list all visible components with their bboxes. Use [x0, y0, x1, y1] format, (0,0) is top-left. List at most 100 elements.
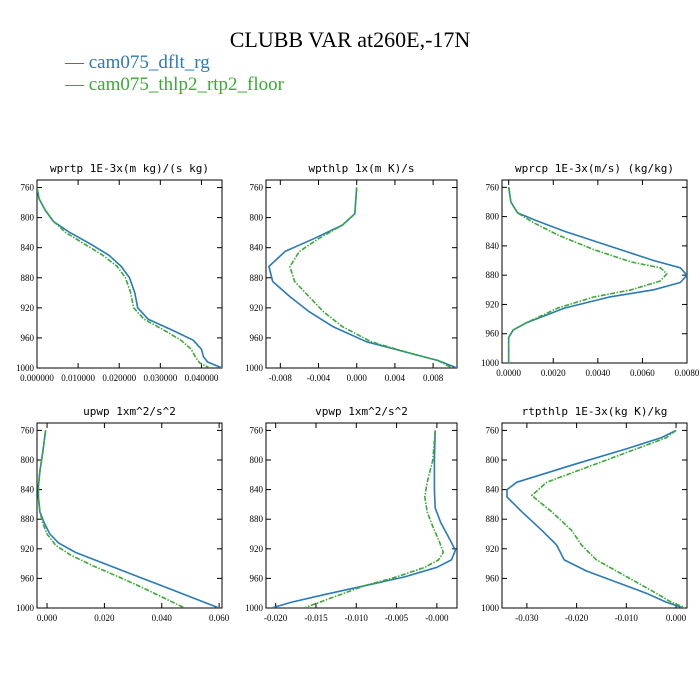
y-tick-label: 840: [250, 243, 264, 253]
y-tick-label: 880: [486, 514, 500, 524]
series-line-1: [506, 429, 684, 608]
y-tick-label: 840: [250, 485, 264, 495]
y-tick-label: 920: [250, 303, 264, 313]
y-tick-label: 760: [250, 425, 264, 435]
figure-title: CLUBB VAR at260E,-17N: [230, 27, 471, 52]
y-tick-label: 920: [250, 544, 264, 554]
y-tick-label: 760: [21, 183, 35, 193]
figure-legend: — cam075_dflt_rg — cam075_thlp2_rtp2_flo…: [64, 52, 285, 95]
x-tick-label: 0.000000: [20, 373, 54, 383]
legend-entry-1: — cam075_dflt_rg: [64, 52, 210, 73]
x-tick-label: 0.0040: [585, 368, 610, 378]
x-tick-label: 0.0080: [675, 368, 700, 378]
x-tick-label: 0.060: [209, 613, 230, 623]
y-tick-label: 920: [21, 544, 35, 554]
y-tick-label: 1000: [481, 358, 500, 368]
y-tick-label: 800: [21, 455, 35, 465]
x-tick-label: 0.0060: [630, 368, 655, 378]
y-tick-label: 920: [21, 303, 35, 313]
y-tick-label: 840: [21, 485, 35, 495]
y-tick-label: 800: [250, 455, 264, 465]
x-tick-label: 0.0000: [496, 368, 521, 378]
x-tick-label: 0.000: [666, 613, 687, 623]
chart-panel-4: upwp 1xm^2/s^2 760 800 840 880 920 960 10000.00…: [16, 405, 230, 623]
series-line-2: [37, 187, 211, 368]
x-tick-label: -0.010: [615, 613, 639, 623]
x-tick-label: -0.030: [515, 613, 539, 623]
panel-title: upwp 1xm^2/s^2: [83, 405, 176, 418]
y-tick-label: 800: [486, 212, 500, 222]
x-tick-label: -0.020: [565, 613, 589, 623]
y-tick-label: 920: [486, 544, 500, 554]
x-tick-label: -0.000: [425, 613, 449, 623]
chart-panel-3: wprcp 1E-3x(m/s) (kg/kg) 760 800 840 880 920 9…: [481, 162, 700, 378]
panel-title: wpthlp 1x(m K)/s: [309, 162, 415, 175]
y-tick-label: 960: [250, 333, 264, 343]
x-tick-label: -0.010: [345, 613, 369, 623]
plot-frame: [36, 179, 223, 369]
y-tick-label: 880: [21, 273, 35, 283]
series-line-1: [37, 430, 220, 608]
plot-frame: [265, 422, 458, 609]
x-tick-label: 0.000: [37, 613, 58, 623]
y-tick-label: 760: [486, 182, 500, 192]
x-tick-label: 0.020: [94, 613, 115, 623]
y-tick-label: 760: [486, 425, 500, 435]
plot-frame: [501, 422, 688, 609]
y-tick-label: 840: [21, 243, 35, 253]
chart-panel-1: wprtp 1E-3x(m kg)/(s kg) 760 800 840 880 920 9…: [16, 162, 223, 383]
series-line-2: [531, 429, 687, 608]
y-tick-label: 1000: [245, 603, 264, 613]
x-tick-label: 0.004: [385, 373, 406, 383]
plot-frame: [36, 422, 223, 609]
x-tick-label: 0.010000: [61, 373, 95, 383]
x-tick-label: -0.008: [269, 373, 293, 383]
panel-title: wprtp 1E-3x(m kg)/(s kg): [50, 162, 209, 175]
y-tick-label: 760: [250, 183, 264, 193]
y-tick-label: 880: [486, 270, 500, 280]
series-line-2: [37, 430, 186, 608]
y-tick-label: 960: [21, 573, 35, 583]
y-tick-label: 800: [21, 213, 35, 223]
y-tick-label: 880: [250, 273, 264, 283]
y-tick-label: 960: [486, 573, 500, 583]
panel-title: wprcp 1E-3x(m/s) (kg/kg): [515, 162, 674, 175]
y-tick-label: 1000: [481, 603, 500, 613]
y-tick-label: 840: [486, 485, 500, 495]
x-tick-label: 0.020000: [102, 373, 136, 383]
y-tick-label: 760: [21, 425, 35, 435]
y-tick-label: 920: [486, 299, 500, 309]
series-line-1: [271, 430, 457, 608]
series-line-2: [303, 430, 445, 608]
chart-panel-5: vpwp 1xm^2/s^2 760 800 840 880 920 960 1000 -0.0…: [245, 405, 458, 623]
y-tick-label: 1000: [16, 363, 35, 373]
y-tick-label: 960: [21, 333, 35, 343]
chart-panel-6: rtpthlp 1E-3x(kg K)/kg 760 800 840 880 920 960…: [481, 405, 688, 623]
y-tick-label: 840: [486, 241, 500, 251]
x-tick-label: -0.004: [307, 373, 331, 383]
y-tick-label: 960: [486, 329, 500, 339]
plot-frame: [501, 179, 688, 364]
y-tick-label: 800: [486, 455, 500, 465]
x-tick-label: 0.040: [152, 613, 173, 623]
legend-entry-2: — cam075_thlp2_rtp2_floor: [64, 74, 285, 95]
series-line-2: [289, 187, 453, 368]
x-tick-label: 0.000: [347, 373, 368, 383]
chart-panel-2: wpthlp 1x(m K)/s 760 800 840 880 920 960 1000 -0…: [245, 162, 458, 383]
x-tick-label: -0.005: [385, 613, 409, 623]
y-tick-label: 1000: [245, 363, 264, 373]
x-tick-label: 0.040000: [185, 373, 219, 383]
x-tick-label: 0.008: [423, 373, 444, 383]
y-tick-label: 1000: [16, 603, 35, 613]
y-tick-label: 880: [250, 514, 264, 524]
x-tick-label: -0.015: [304, 613, 328, 623]
series-line-2: [507, 187, 668, 363]
y-tick-label: 800: [250, 213, 264, 223]
y-tick-label: 960: [250, 573, 264, 583]
panel-title: rtpthlp 1E-3x(kg K)/kg: [522, 405, 668, 418]
plot-frame: [265, 179, 458, 369]
panel-title: vpwp 1xm^2/s^2: [315, 405, 408, 418]
panels-grid: wprtp 1E-3x(m kg)/(s kg) 760 800 840 880 920 9…: [16, 162, 700, 623]
